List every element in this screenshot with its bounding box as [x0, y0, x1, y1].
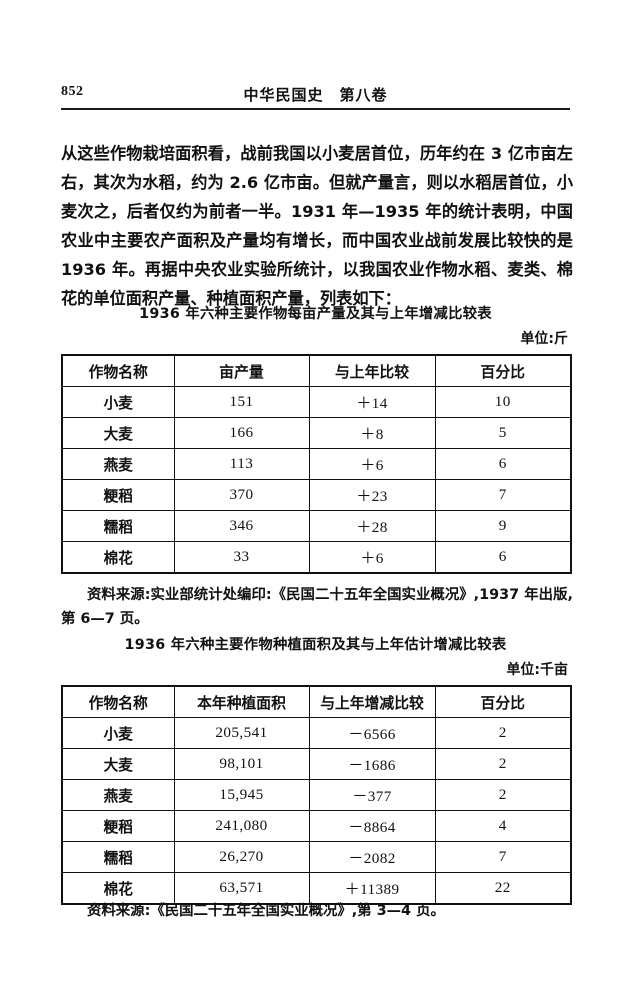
- table-2-col-header: 百分比: [434, 685, 572, 718]
- table-1-source-note: 资料来源:实业部统计处编印:《民国二十五年全国实业概况》,1937 年出版,第 …: [61, 583, 573, 631]
- change-cell: ＋8: [308, 417, 436, 449]
- table-1-col-header: 作物名称: [61, 354, 175, 387]
- change-cell: －8864: [308, 810, 436, 842]
- table-row: 小麦 205,541 －6566 2: [61, 717, 572, 749]
- change-cell: －6566: [308, 717, 436, 749]
- table-1-header-row: 作物名称 亩产量 与上年比较 百分比: [61, 354, 572, 387]
- percent-cell: 7: [434, 841, 572, 873]
- table-1-title: 1936 年六种主要作物每亩产量及其与上年增减比较表: [139, 306, 492, 322]
- table-row: 燕麦 15,945 －377 2: [61, 779, 572, 811]
- table-row: 大麦 98,101 －1686 2: [61, 748, 572, 780]
- table-2-unit: 单位:千亩: [506, 662, 568, 678]
- table-2-source-note: 资料来源:《民国二十五年全国实业概况》,第 3—4 页。: [61, 899, 573, 923]
- area-cell: 63,571: [173, 872, 310, 905]
- change-cell: ＋14: [308, 386, 436, 418]
- percent-cell: 9: [434, 510, 572, 542]
- area-cell: 15,945: [173, 779, 310, 811]
- area-cell: 205,541: [173, 717, 310, 749]
- change-cell: －1686: [308, 748, 436, 780]
- table-2: 作物名称 本年种植面积 与上年增减比较 百分比 小麦 205,541 －6566…: [61, 685, 572, 905]
- change-cell: －377: [308, 779, 436, 811]
- yield-cell: 33: [173, 541, 310, 574]
- crop-name-cell: 燕麦: [61, 448, 175, 480]
- percent-cell: 4: [434, 810, 572, 842]
- crop-name-cell: 糯稻: [61, 841, 175, 873]
- table-1-unit: 单位:斤: [520, 331, 568, 347]
- table-1-col-header: 百分比: [434, 354, 572, 387]
- yield-cell: 166: [173, 417, 310, 449]
- table-row: 小麦 151 ＋14 10: [61, 386, 572, 418]
- area-cell: 98,101: [173, 748, 310, 780]
- table-row: 糯稻 346 ＋28 9: [61, 510, 572, 542]
- table-row: 棉花 63,571 ＋11389 22: [61, 872, 572, 905]
- percent-cell: 22: [434, 872, 572, 905]
- table-row: 糯稻 26,270 －2082 7: [61, 841, 572, 873]
- yield-cell: 346: [173, 510, 310, 542]
- percent-cell: 2: [434, 717, 572, 749]
- table-2-col-header: 本年种植面积: [173, 685, 310, 718]
- change-cell: ＋28: [308, 510, 436, 542]
- area-cell: 26,270: [173, 841, 310, 873]
- crop-name-cell: 糯稻: [61, 510, 175, 542]
- change-cell: －2082: [308, 841, 436, 873]
- crop-name-cell: 大麦: [61, 748, 175, 780]
- table-1-col-header: 与上年比较: [308, 354, 436, 387]
- table-2-source-text: 资料来源:《民国二十五年全国实业概况》,第 3—4 页。: [87, 903, 445, 919]
- table-2-col-header: 作物名称: [61, 685, 175, 718]
- table-row: 粳稻 370 ＋23 7: [61, 479, 572, 511]
- yield-cell: 113: [173, 448, 310, 480]
- table-row: 燕麦 113 ＋6 6: [61, 448, 572, 480]
- crop-name-cell: 棉花: [61, 872, 175, 905]
- crop-name-cell: 小麦: [61, 717, 175, 749]
- table-row: 大麦 166 ＋8 5: [61, 417, 572, 449]
- body-paragraph: 从这些作物栽培面积看，战前我国以小麦居首位，历年约在 3 亿市亩左右，其次为水稻…: [61, 144, 573, 309]
- yield-cell: 370: [173, 479, 310, 511]
- percent-cell: 2: [434, 779, 572, 811]
- table-row: 棉花 33 ＋6 6: [61, 541, 572, 574]
- area-cell: 241,080: [173, 810, 310, 842]
- change-cell: ＋11389: [308, 872, 436, 905]
- crop-name-cell: 粳稻: [61, 810, 175, 842]
- crop-name-cell: 大麦: [61, 417, 175, 449]
- yield-cell: 151: [173, 386, 310, 418]
- page-number: 852: [61, 84, 84, 99]
- table-1-col-header: 亩产量: [173, 354, 310, 387]
- crop-name-cell: 棉花: [61, 541, 175, 574]
- percent-cell: 7: [434, 479, 572, 511]
- percent-cell: 5: [434, 417, 572, 449]
- crop-name-cell: 小麦: [61, 386, 175, 418]
- table-2-header-row: 作物名称 本年种植面积 与上年增减比较 百分比: [61, 685, 572, 718]
- table-2-col-header: 与上年增减比较: [308, 685, 436, 718]
- table-row: 粳稻 241,080 －8864 4: [61, 810, 572, 842]
- table-1-source-text: 资料来源:实业部统计处编印:《民国二十五年全国实业概况》,1937 年出版,第 …: [61, 587, 573, 627]
- change-cell: ＋6: [308, 541, 436, 574]
- table-block-yield: 1936 年六种主要作物每亩产量及其与上年增减比较表 单位:斤 作物名称 亩产量…: [61, 305, 572, 574]
- table-block-area: 1936 年六种主要作物种植面积及其与上年估计增减比较表 单位:千亩 作物名称 …: [61, 636, 572, 905]
- table-2-title: 1936 年六种主要作物种植面积及其与上年估计增减比较表: [124, 637, 507, 653]
- crop-name-cell: 粳稻: [61, 479, 175, 511]
- header-rule: [61, 108, 570, 110]
- percent-cell: 6: [434, 448, 572, 480]
- percent-cell: 2: [434, 748, 572, 780]
- crop-name-cell: 燕麦: [61, 779, 175, 811]
- change-cell: ＋6: [308, 448, 436, 480]
- table-1: 作物名称 亩产量 与上年比较 百分比 小麦 151 ＋14 10 大麦 166 …: [61, 354, 572, 574]
- percent-cell: 10: [434, 386, 572, 418]
- running-head: 852 中华民国史 第八卷: [61, 84, 570, 106]
- percent-cell: 6: [434, 541, 572, 574]
- change-cell: ＋23: [308, 479, 436, 511]
- book-title: 中华民国史 第八卷: [243, 86, 388, 104]
